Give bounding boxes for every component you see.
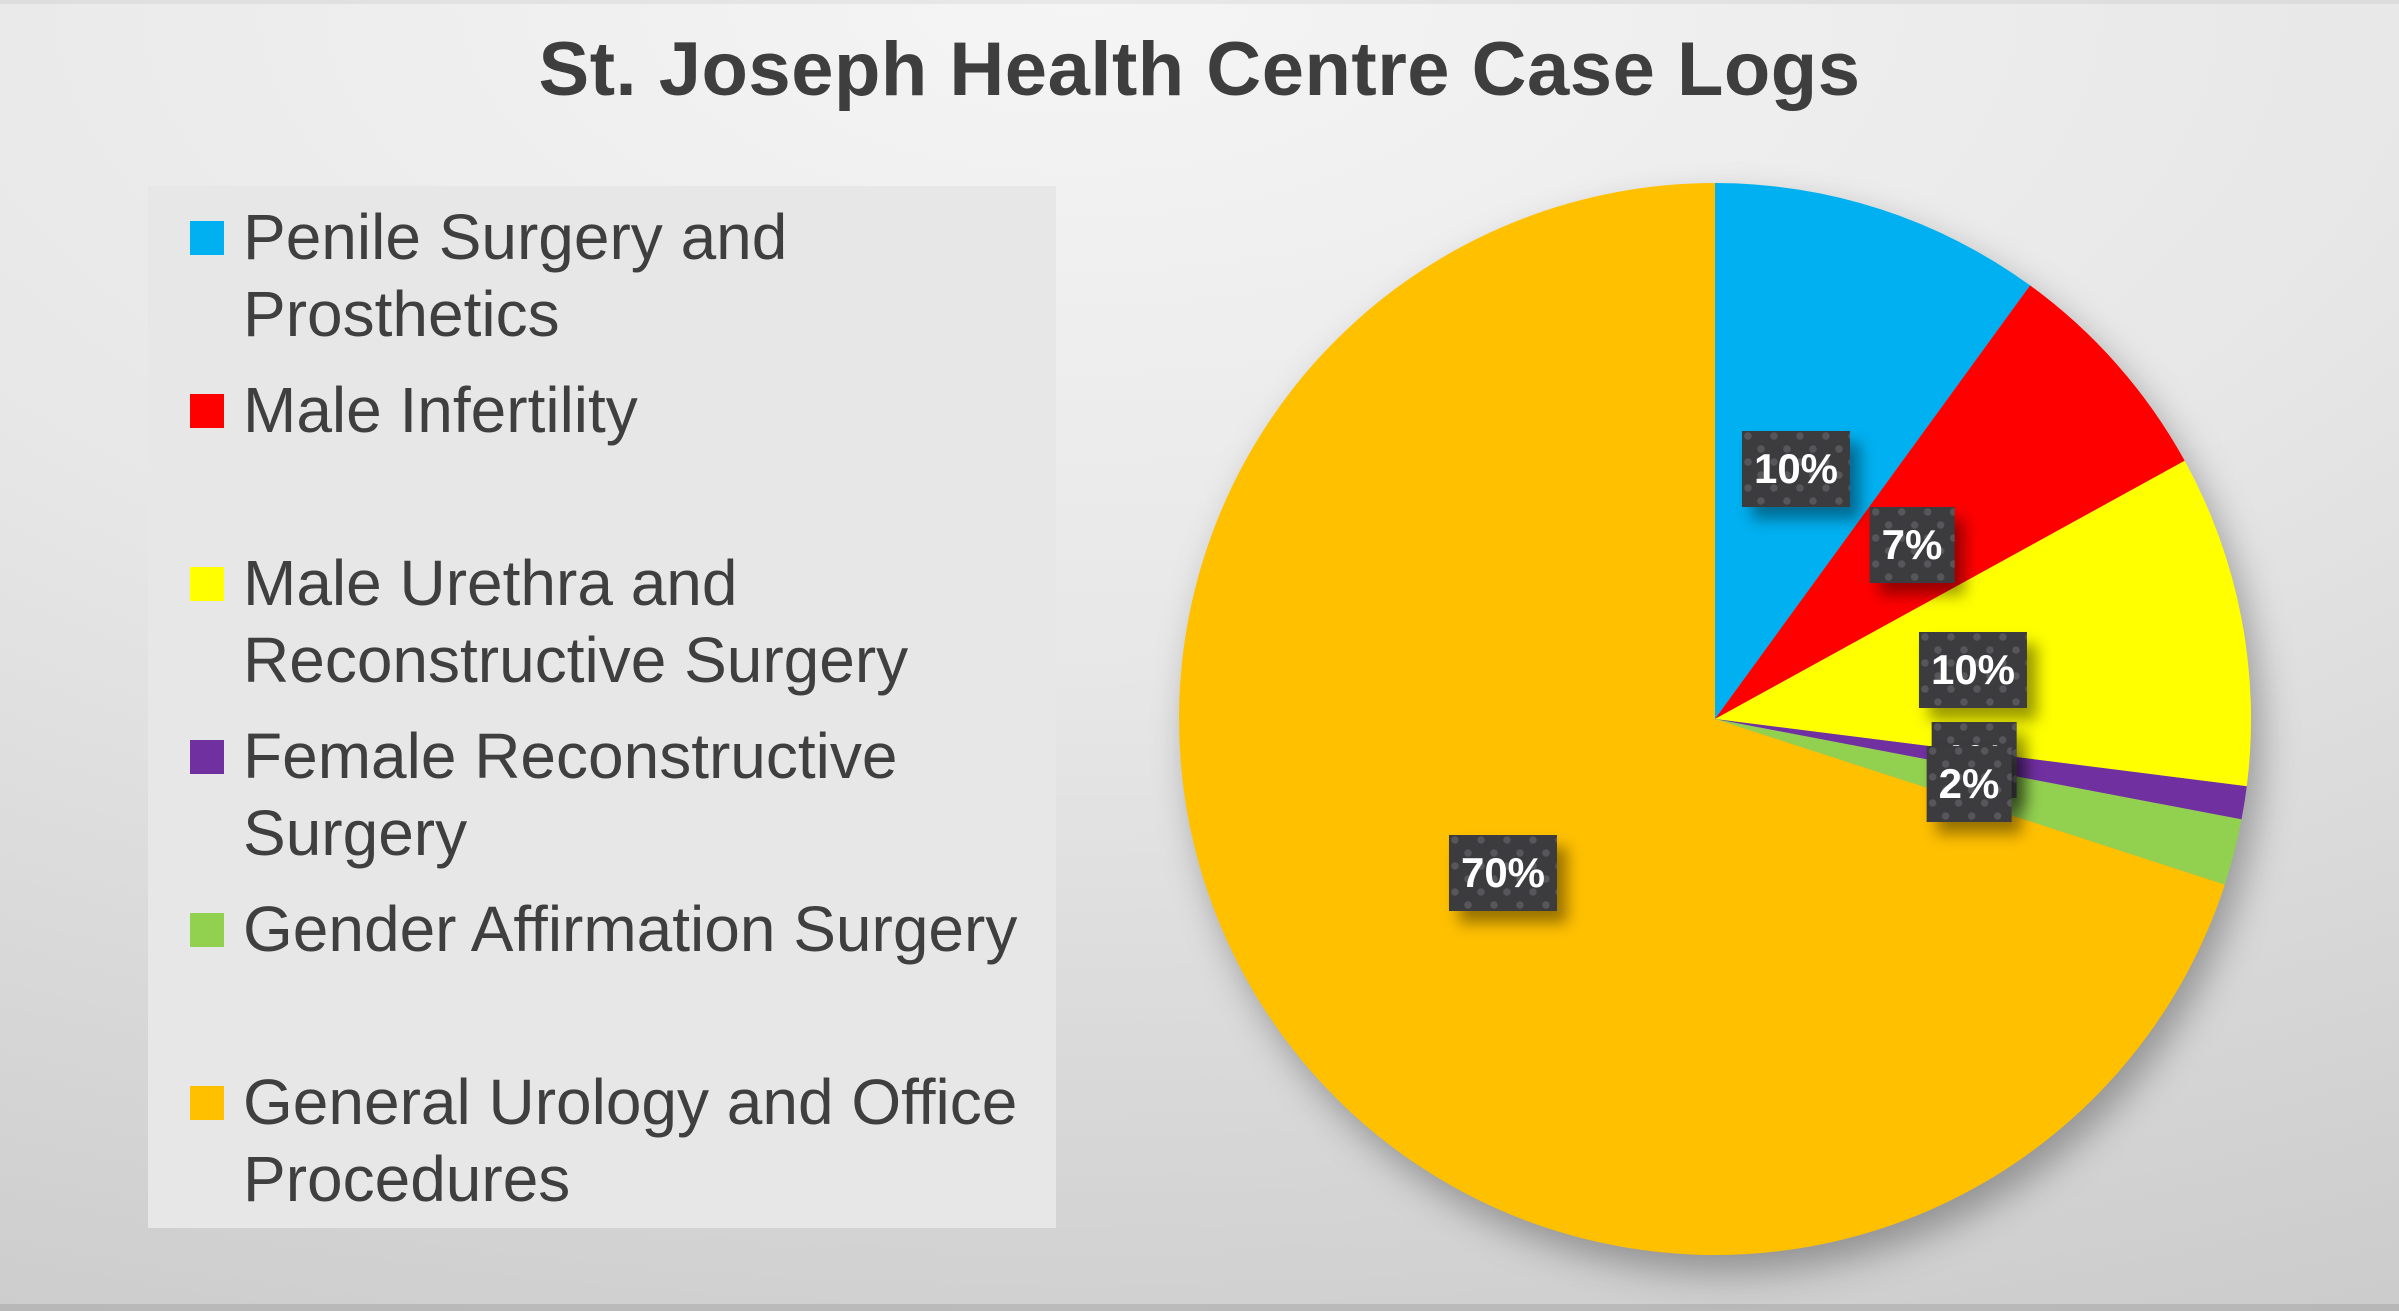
legend-item-gender-affirmation-surgery[interactable]: Gender Affirmation Surgery xyxy=(190,891,1044,1064)
pie-data-label-gender-affirmation-surgery[interactable]: 2% xyxy=(1927,746,2012,822)
legend-item-label: Female Reconstructive Surgery xyxy=(243,720,898,869)
legend-item-male-infertility[interactable]: Male Infertility xyxy=(190,372,1044,545)
legend-item-female-reconstructive[interactable]: Female Reconstructive Surgery xyxy=(190,718,1044,891)
pie-data-label-penile-surgery-and-prosthetics[interactable]: 10% xyxy=(1742,431,1850,507)
legend-item-label: Male Urethra and Reconstructive Surgery xyxy=(243,547,909,696)
legend-color-swatch xyxy=(190,567,224,601)
pie-data-label-male-urethra-and-reconstructive-surgery[interactable]: 10% xyxy=(1919,632,2027,708)
legend-color-swatch xyxy=(190,740,224,774)
chart-title: St. Joseph Health Centre Case Logs xyxy=(538,27,1861,112)
pie-slice-penile-surgery-and-prosthetics[interactable] xyxy=(1715,183,2031,719)
legend-item-label: Penile Surgery and Prosthetics xyxy=(243,201,788,350)
legend-color-swatch xyxy=(190,221,224,255)
pie-slice-male-infertility[interactable] xyxy=(1715,285,2185,719)
legend-item-general-urology-and-office[interactable]: General Urology and Office Procedures xyxy=(190,1064,1044,1237)
legend-color-swatch xyxy=(190,394,224,428)
legend-item-label: Gender Affirmation Surgery xyxy=(243,893,1018,965)
pie-data-label-general-urology-and-office-procedures[interactable]: 70% xyxy=(1449,835,1557,911)
legend-item-penile-surgery-and[interactable]: Penile Surgery and Prosthetics xyxy=(190,199,1044,372)
pie-slice-general-urology-and-office-procedures[interactable] xyxy=(1179,183,2225,1255)
legend-item-male-urethra-and[interactable]: Male Urethra and Reconstructive Surgery xyxy=(190,545,1044,718)
legend-color-swatch xyxy=(190,1086,224,1120)
legend: Penile Surgery and Prosthetics Male Infer… xyxy=(190,199,1044,1237)
legend-item-label: Male Infertility xyxy=(243,374,638,446)
pie-data-label-male-infertility[interactable]: 7% xyxy=(1870,507,1955,583)
legend-item-label: General Urology and Office Procedures xyxy=(243,1066,1018,1215)
legend-panel: Penile Surgery and Prosthetics Male Infer… xyxy=(148,186,1056,1228)
pie-slice-male-urethra-and-reconstructive-surgery[interactable] xyxy=(1715,460,2252,787)
legend-color-swatch xyxy=(190,913,224,947)
